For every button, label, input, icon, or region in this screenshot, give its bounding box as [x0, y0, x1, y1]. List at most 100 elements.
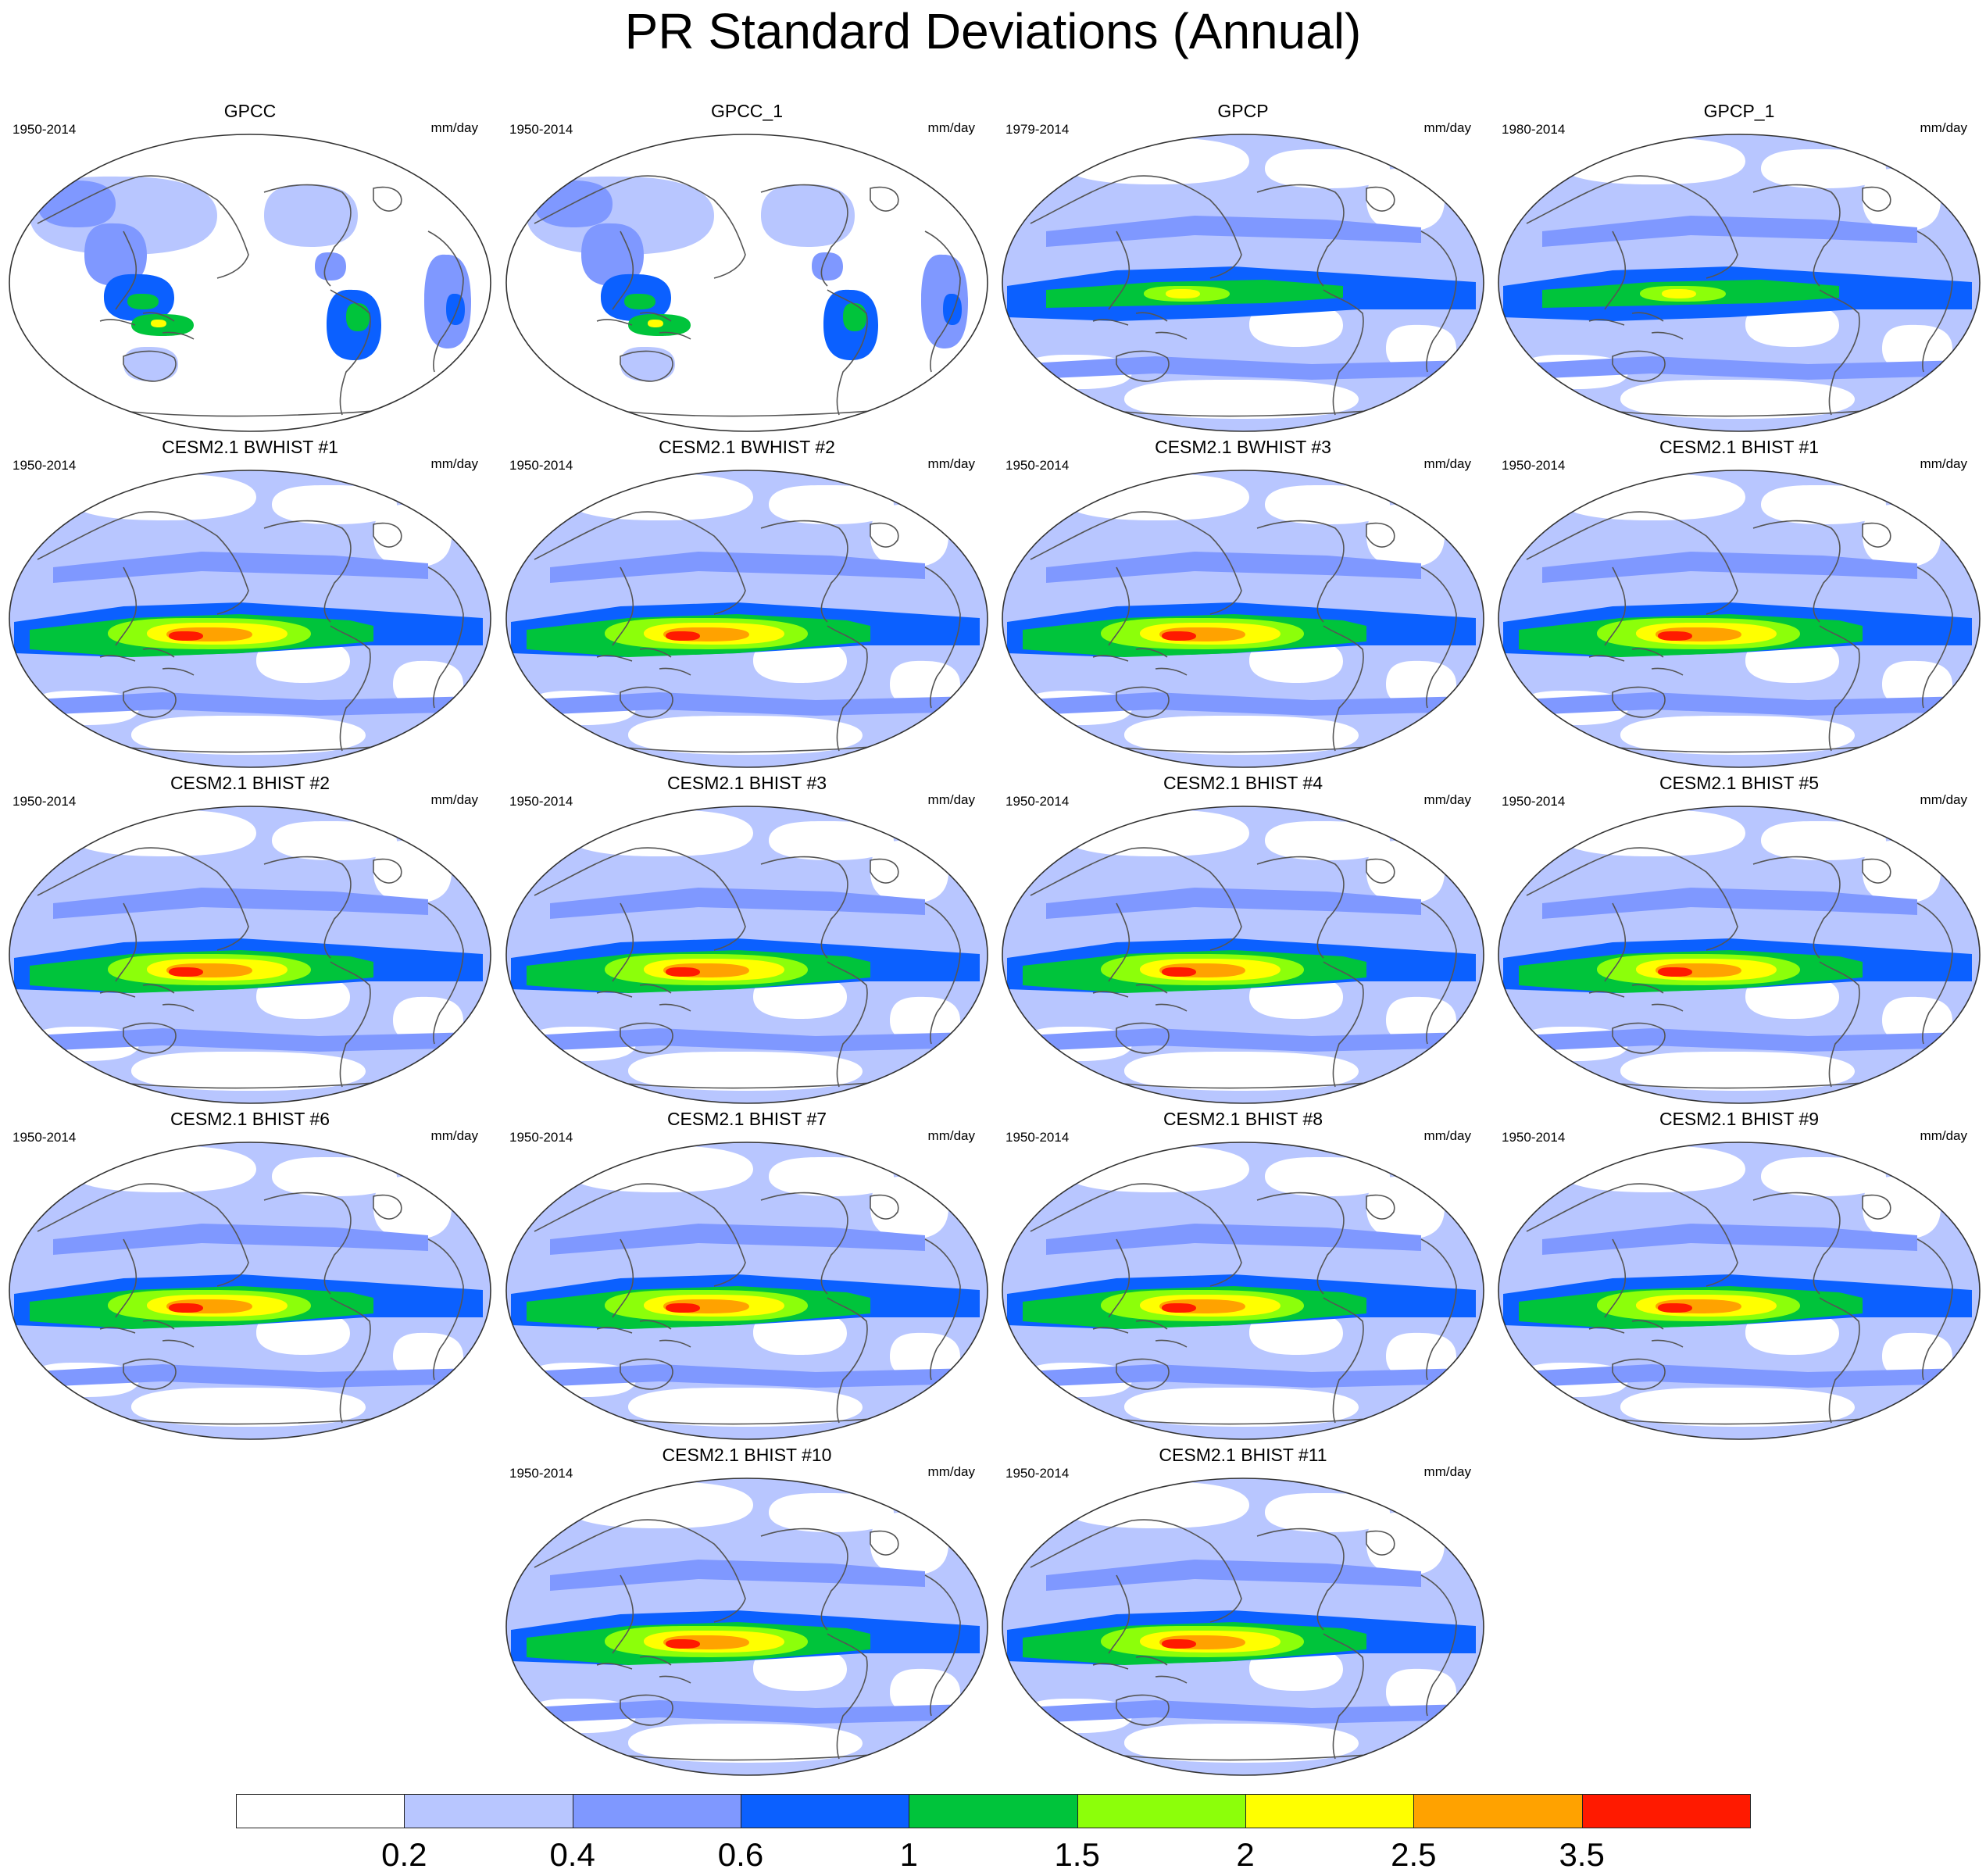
panel-period: 1950-2014: [13, 122, 77, 137]
land-precip-europe: [38, 180, 116, 227]
land-precip-north-america: [264, 184, 358, 247]
coastline: [1604, 902, 1627, 982]
colorbar-tick-label: 0.4: [549, 1836, 595, 1873]
colorbar-swatch: [236, 1794, 405, 1828]
map-panel: GPCP_1 1980-2014 mm/day: [1495, 100, 1983, 436]
dry-zone-south-atlantic: [1882, 324, 1952, 372]
coastline: [1030, 1183, 1242, 1287]
precip-field: [1498, 1142, 1980, 1439]
dry-zone-sahara: [1863, 504, 1941, 567]
panel-units: mm/day: [430, 456, 478, 471]
globe-outline: [505, 470, 988, 768]
panel-title: CESM2.1 BHIST #5: [1659, 773, 1820, 793]
globe-map: [1498, 806, 1981, 1104]
dry-zone-southern-ocean: [1620, 379, 1855, 419]
coastline: [1604, 566, 1627, 646]
coastline: [870, 1194, 899, 1220]
land-precip-europe: [534, 180, 613, 227]
coastline: [1323, 961, 1364, 1088]
colorbar-swatch: [1245, 1794, 1415, 1828]
coastline: [1819, 1297, 1860, 1424]
coastline: [1323, 289, 1364, 416]
coastline: [1862, 858, 1891, 884]
coastline: [115, 230, 138, 310]
itcz-peak: [1166, 288, 1200, 298]
coastline: [99, 648, 195, 676]
coastline: [1030, 511, 1242, 615]
itcz-red-peak: [1162, 967, 1196, 977]
globe-outline: [9, 806, 491, 1104]
dry-zone-southern-ocean: [1124, 379, 1359, 419]
coastline: [427, 566, 464, 709]
dry-zone-north-america: [272, 484, 397, 524]
panel-units: mm/day: [927, 1128, 975, 1143]
coastline: [263, 1192, 352, 1295]
storm-track-south: [519, 1028, 972, 1052]
storm-track-north: [1046, 1560, 1421, 1591]
itcz-red-peak: [169, 1302, 203, 1313]
map-panel: CESM2.1 BWHIST #3 1950-2014 mm/day: [999, 436, 1487, 772]
panel-period: 1950-2014: [13, 1130, 77, 1145]
dry-zone-sahara: [1366, 504, 1445, 567]
panel-units: mm/day: [1920, 120, 1967, 135]
coastline: [612, 230, 634, 310]
map-panel: GPCP 1979-2014 mm/day: [999, 100, 1487, 436]
globe-outline: [505, 1142, 988, 1440]
coastline: [1108, 902, 1131, 982]
panel-units: mm/day: [1920, 456, 1967, 471]
coastline: [596, 984, 691, 1012]
coastline: [99, 312, 195, 340]
precip-field: [1002, 806, 1484, 1103]
dry-zone-south-atlantic: [890, 996, 960, 1044]
storm-track-south: [22, 692, 475, 716]
dry-zone-southern-ocean: [1620, 1387, 1855, 1427]
colorbar-swatch: [1581, 1794, 1751, 1828]
dry-zone-south-atlantic: [393, 660, 463, 708]
coastline: [620, 1694, 673, 1726]
colorbar-tick-label: 3.5: [1559, 1836, 1605, 1873]
storm-track-south: [1511, 1028, 1964, 1052]
panel-units: mm/day: [927, 1464, 975, 1479]
dry-zone-southern-ocean: [628, 1387, 863, 1427]
dry-zone-sahara: [373, 504, 452, 567]
precip-field: [9, 470, 491, 767]
panel-period: 1950-2014: [509, 1130, 573, 1145]
coastline: [1116, 686, 1170, 718]
coastline: [1588, 648, 1684, 676]
coastline: [1420, 1238, 1457, 1381]
coastline: [1588, 312, 1684, 340]
coastline: [1108, 566, 1131, 646]
globe-outline: [1002, 470, 1484, 768]
colorbar-tick-label: 0.2: [381, 1836, 427, 1873]
storm-track-north: [550, 552, 925, 583]
panel-units: mm/day: [430, 1128, 478, 1143]
coastline: [37, 1183, 249, 1287]
panel-units: mm/day: [1920, 792, 1967, 807]
colorbar-tick-label: 0.6: [717, 1836, 764, 1873]
coastline: [1108, 1238, 1131, 1318]
panel-title: CESM2.1 BHIST #11: [1159, 1445, 1327, 1465]
dry-zone-sahara: [1366, 168, 1445, 231]
dry-zone-north-america: [1761, 1156, 1886, 1196]
globe-map: [505, 1142, 988, 1440]
panel-units: mm/day: [430, 120, 478, 135]
map-panel: CESM2.1 BHIST #2 1950-2014 mm/day: [6, 772, 494, 1108]
panel-title: CESM2.1 BHIST #1: [1659, 437, 1820, 457]
coastline: [1092, 648, 1188, 676]
land-precip-australia: [123, 346, 178, 381]
coastline: [123, 1022, 177, 1054]
storm-track-south: [1015, 1028, 1468, 1052]
globe-outline: [1498, 134, 1981, 432]
coastline: [1108, 1574, 1131, 1654]
colorbar: 0.2 0.4 0.6 1 1.5 2 2.5 3.5: [236, 1794, 1751, 1873]
coastline: [123, 686, 177, 718]
dry-zone-north-america: [1761, 820, 1886, 860]
coastline: [99, 984, 195, 1012]
storm-track-north: [53, 552, 428, 583]
land-precip-central-america: [315, 252, 346, 281]
globe-map: [1002, 470, 1484, 768]
precip-field: [1002, 134, 1484, 431]
dry-zone-north-america: [272, 820, 397, 860]
map-panel: CESM2.1 BHIST #10 1950-2014 mm/day: [503, 1444, 991, 1780]
panel-title: CESM2.1 BWHIST #2: [659, 437, 835, 457]
